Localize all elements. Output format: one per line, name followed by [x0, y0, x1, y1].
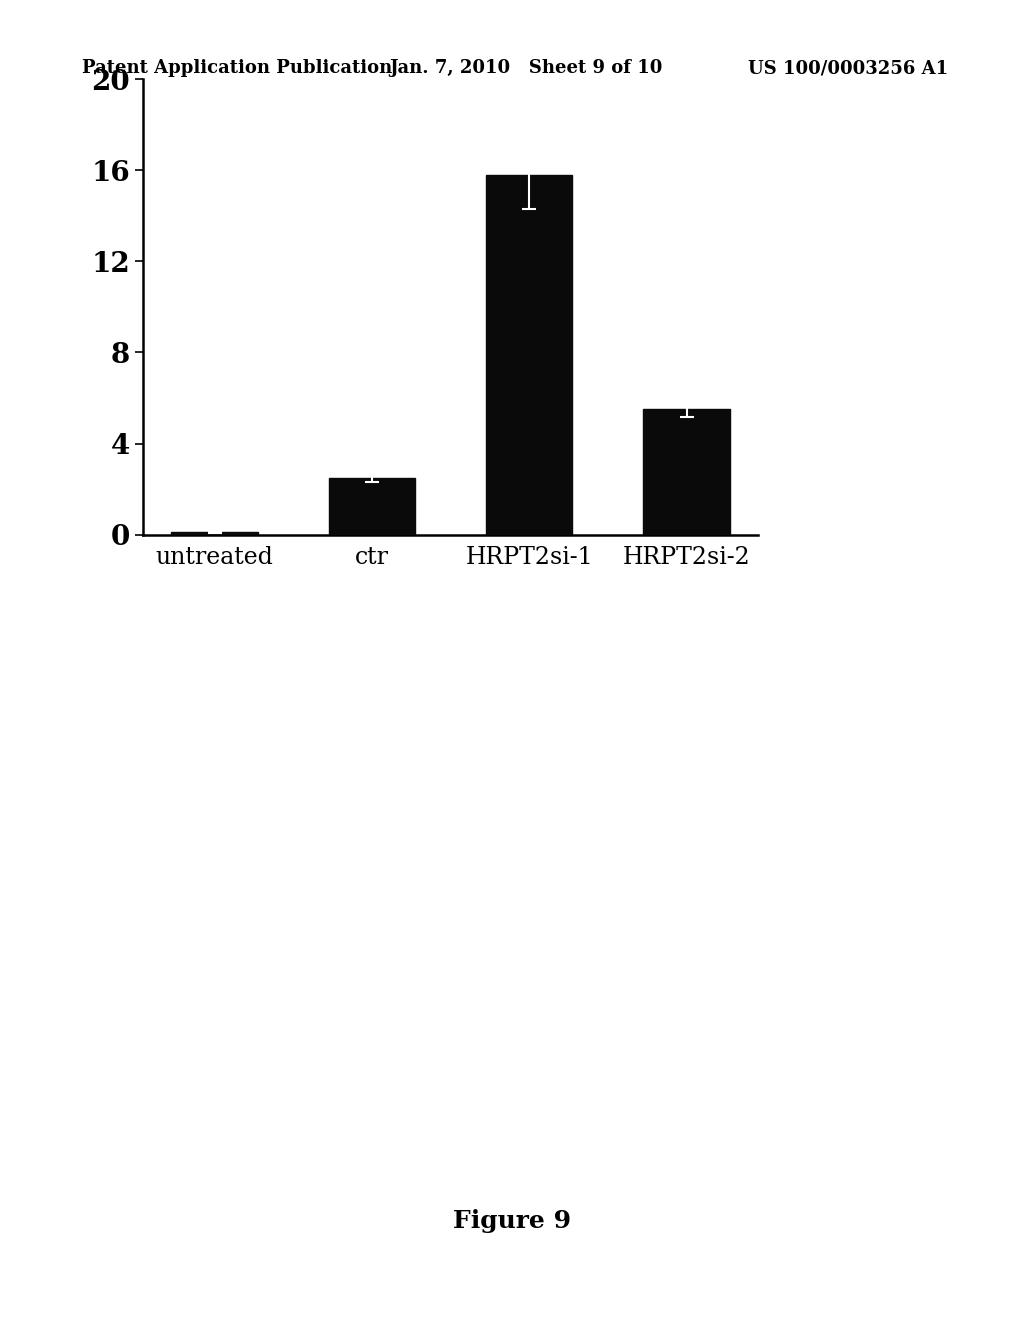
Bar — [643, 409, 730, 535]
Bar — [171, 532, 258, 535]
Bar — [486, 174, 572, 535]
Text: Figure 9: Figure 9 — [453, 1209, 571, 1233]
Bar — [329, 478, 415, 535]
Text: Jan. 7, 2010   Sheet 9 of 10: Jan. 7, 2010 Sheet 9 of 10 — [389, 59, 663, 78]
Text: US 100/0003256 A1: US 100/0003256 A1 — [748, 59, 947, 78]
Text: Patent Application Publication: Patent Application Publication — [82, 59, 392, 78]
